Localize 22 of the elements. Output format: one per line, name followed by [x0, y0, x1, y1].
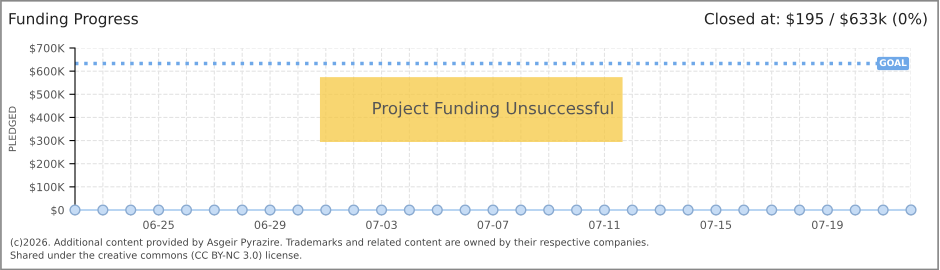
- chart-subtitle: Closed at: $195 / $633k (0%): [704, 12, 927, 26]
- y-tick-label: $100K: [30, 182, 65, 193]
- x-tick-label: 07-19: [812, 220, 843, 230]
- y-tick-label: $400K: [30, 113, 65, 124]
- y-tick-label: $600K: [30, 66, 65, 77]
- y-tick-label: $200K: [30, 159, 65, 170]
- x-tick-label: 06-25: [143, 220, 174, 230]
- chart-title: Funding Progress: [10, 12, 138, 28]
- ref-line-label: GOAL: [880, 59, 907, 66]
- text: (c)2026. Additional content provided by Asgeir Pyrazire. Trademarks and related content are owned by their respective companies.: [10, 238, 648, 248]
- x-tick-label: 07-07: [478, 220, 508, 230]
- x-tick-label: 07-11: [589, 220, 620, 230]
- x-tick-label: 07-15: [700, 220, 732, 230]
- annotation: Project Funding Unsuccessful: [373, 101, 613, 118]
- x-tick-label: 06-29: [254, 220, 286, 230]
- text: Shared under the creative commons (CC BY-NC 3.0) license.: [10, 251, 302, 260]
- y-tick-label: $300K: [30, 136, 65, 146]
- y-tick-label: $500K: [30, 90, 65, 100]
- x-tick-label: 07-03: [366, 220, 397, 230]
- y-axis-title: PLEDGED: [8, 106, 16, 152]
- y-tick-label: $0: [51, 206, 64, 216]
- y-tick-label: $700K: [30, 44, 65, 54]
